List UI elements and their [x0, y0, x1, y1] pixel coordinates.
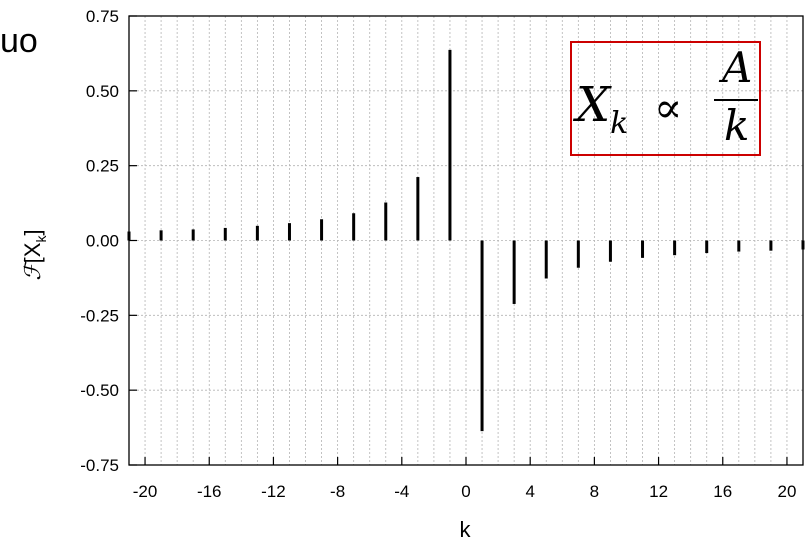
y-tick-label: -0.25 — [80, 306, 119, 325]
corner-text: uo — [0, 22, 38, 60]
formula-proportional-symbol: ∝ — [654, 83, 683, 132]
x-tick-label: 4 — [525, 482, 534, 501]
stems — [127, 49, 805, 432]
y-axis-close: ] — [20, 229, 45, 235]
x-tick-label: 20 — [777, 482, 796, 501]
y-tick-labels: 0.75 0.50 0.25 0.00 -0.25 -0.50 -0.75 — [80, 7, 119, 475]
x-axis-label: k — [460, 517, 472, 542]
svg-text:ℱ[Xk]: ℱ[Xk] — [20, 229, 49, 280]
y-axis-label: ℱ[Xk] — [20, 229, 49, 280]
x-tick-labels: -20 -16 -12 -8 -4 0 4 8 12 16 20 — [133, 482, 797, 501]
y-axis-text: [X — [20, 242, 45, 263]
x-tick-label: 12 — [649, 482, 668, 501]
y-tick-label: 0.50 — [86, 82, 119, 101]
formula-fraction-bar — [714, 99, 758, 101]
x-tick-label: -4 — [394, 482, 409, 501]
x-tick-label: 0 — [461, 482, 470, 501]
y-tick-label: -0.75 — [80, 456, 119, 475]
x-tick-label: -12 — [261, 482, 286, 501]
x-tick-label: 16 — [713, 482, 732, 501]
y-tick-label: -0.50 — [80, 381, 119, 400]
x-tick-label: -8 — [330, 482, 345, 501]
formula-numerator: A — [722, 43, 753, 92]
y-tick-label: 0.75 — [86, 7, 119, 26]
formula-box: Xk ∝ A k — [570, 41, 761, 156]
x-tick-label: -16 — [197, 482, 222, 501]
y-axis-script: ℱ — [21, 260, 46, 281]
x-tick-label: -20 — [133, 482, 158, 501]
formula-subscript: k — [610, 106, 629, 141]
y-tick-label: 0.25 — [86, 157, 119, 176]
formula-lhs: Xk — [576, 77, 629, 141]
y-axis-sub: k — [33, 235, 49, 243]
y-tick-label: 0.00 — [86, 232, 119, 251]
formula-denominator: k — [724, 101, 750, 150]
x-tick-label: 8 — [590, 482, 599, 501]
